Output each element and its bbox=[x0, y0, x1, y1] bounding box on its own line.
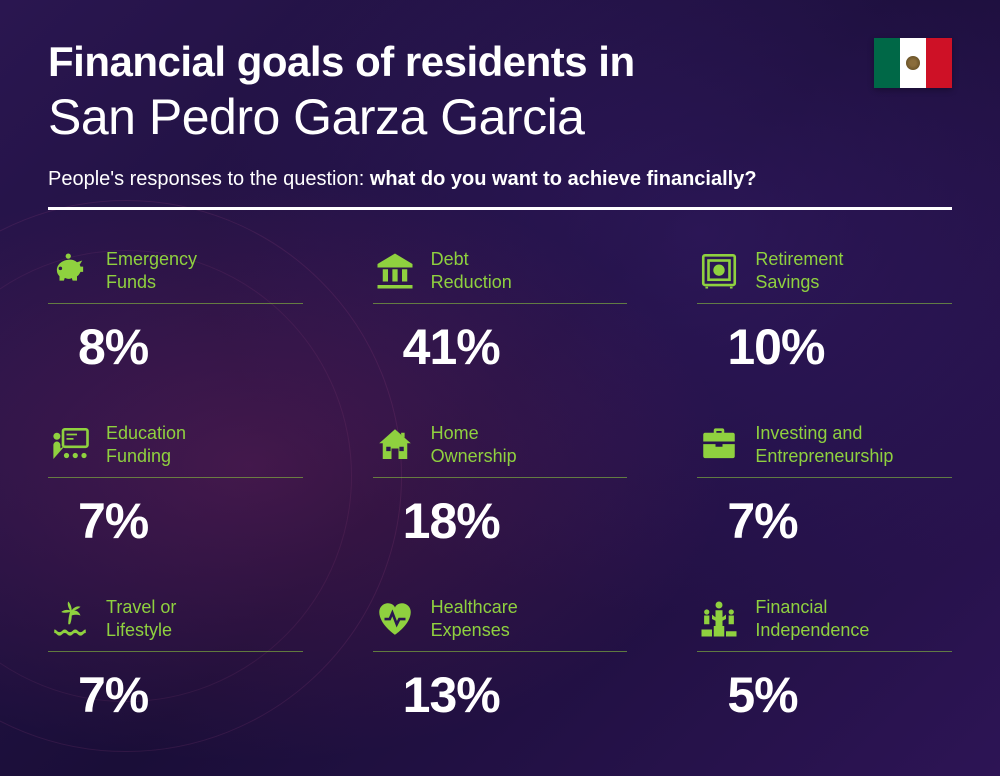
item-head: DebtReduction bbox=[373, 248, 628, 304]
item-head: HomeOwnership bbox=[373, 422, 628, 478]
item-head: FinancialIndependence bbox=[697, 596, 952, 652]
item-label: Investing andEntrepreneurship bbox=[755, 422, 893, 467]
item-value: 18% bbox=[403, 492, 628, 550]
item-head: EducationFunding bbox=[48, 422, 303, 478]
item-label: HealthcareExpenses bbox=[431, 596, 518, 641]
subtitle-bold: what do you want to achieve financially? bbox=[370, 168, 757, 190]
header: Financial goals of residents in San Pedr… bbox=[48, 38, 952, 210]
item-value: 7% bbox=[78, 666, 303, 724]
item-value: 7% bbox=[727, 492, 952, 550]
heart-pulse-icon bbox=[373, 597, 417, 641]
item-value: 5% bbox=[727, 666, 952, 724]
subtitle-prefix: People's responses to the question: bbox=[48, 168, 370, 190]
title-line1: Financial goals of residents in bbox=[48, 38, 952, 86]
briefcase-icon bbox=[697, 423, 741, 467]
goal-healthcare: HealthcareExpenses 13% bbox=[373, 596, 628, 724]
item-head: RetirementSavings bbox=[697, 248, 952, 304]
bank-icon bbox=[373, 249, 417, 293]
item-label: HomeOwnership bbox=[431, 422, 517, 467]
item-label: RetirementSavings bbox=[755, 248, 843, 293]
podium-icon bbox=[697, 597, 741, 641]
item-label: Travel orLifestyle bbox=[106, 596, 176, 641]
item-label: DebtReduction bbox=[431, 248, 512, 293]
safe-icon bbox=[697, 249, 741, 293]
presentation-icon bbox=[48, 423, 92, 467]
item-head: Investing andEntrepreneurship bbox=[697, 422, 952, 478]
goal-debt-reduction: DebtReduction 41% bbox=[373, 248, 628, 376]
title-line2: San Pedro Garza Garcia bbox=[48, 88, 952, 146]
item-label: EducationFunding bbox=[106, 422, 186, 467]
subtitle: People's responses to the question: what… bbox=[48, 168, 952, 191]
goal-financial-independence: FinancialIndependence 5% bbox=[697, 596, 952, 724]
goal-travel-lifestyle: Travel orLifestyle 7% bbox=[48, 596, 303, 724]
divider bbox=[48, 207, 952, 210]
item-head: Travel orLifestyle bbox=[48, 596, 303, 652]
goal-emergency-funds: EmergencyFunds 8% bbox=[48, 248, 303, 376]
goals-grid: EmergencyFunds 8% DebtReduction 41% Reti… bbox=[48, 248, 952, 724]
item-value: 10% bbox=[727, 318, 952, 376]
item-head: EmergencyFunds bbox=[48, 248, 303, 304]
goal-home-ownership: HomeOwnership 18% bbox=[373, 422, 628, 550]
item-head: HealthcareExpenses bbox=[373, 596, 628, 652]
goal-retirement-savings: RetirementSavings 10% bbox=[697, 248, 952, 376]
item-value: 13% bbox=[403, 666, 628, 724]
island-icon bbox=[48, 597, 92, 641]
item-value: 41% bbox=[403, 318, 628, 376]
goal-education-funding: EducationFunding 7% bbox=[48, 422, 303, 550]
piggy-bank-icon bbox=[48, 249, 92, 293]
item-label: FinancialIndependence bbox=[755, 596, 869, 641]
goal-investing: Investing andEntrepreneurship 7% bbox=[697, 422, 952, 550]
item-value: 8% bbox=[78, 318, 303, 376]
item-value: 7% bbox=[78, 492, 303, 550]
house-icon bbox=[373, 423, 417, 467]
item-label: EmergencyFunds bbox=[106, 248, 197, 293]
